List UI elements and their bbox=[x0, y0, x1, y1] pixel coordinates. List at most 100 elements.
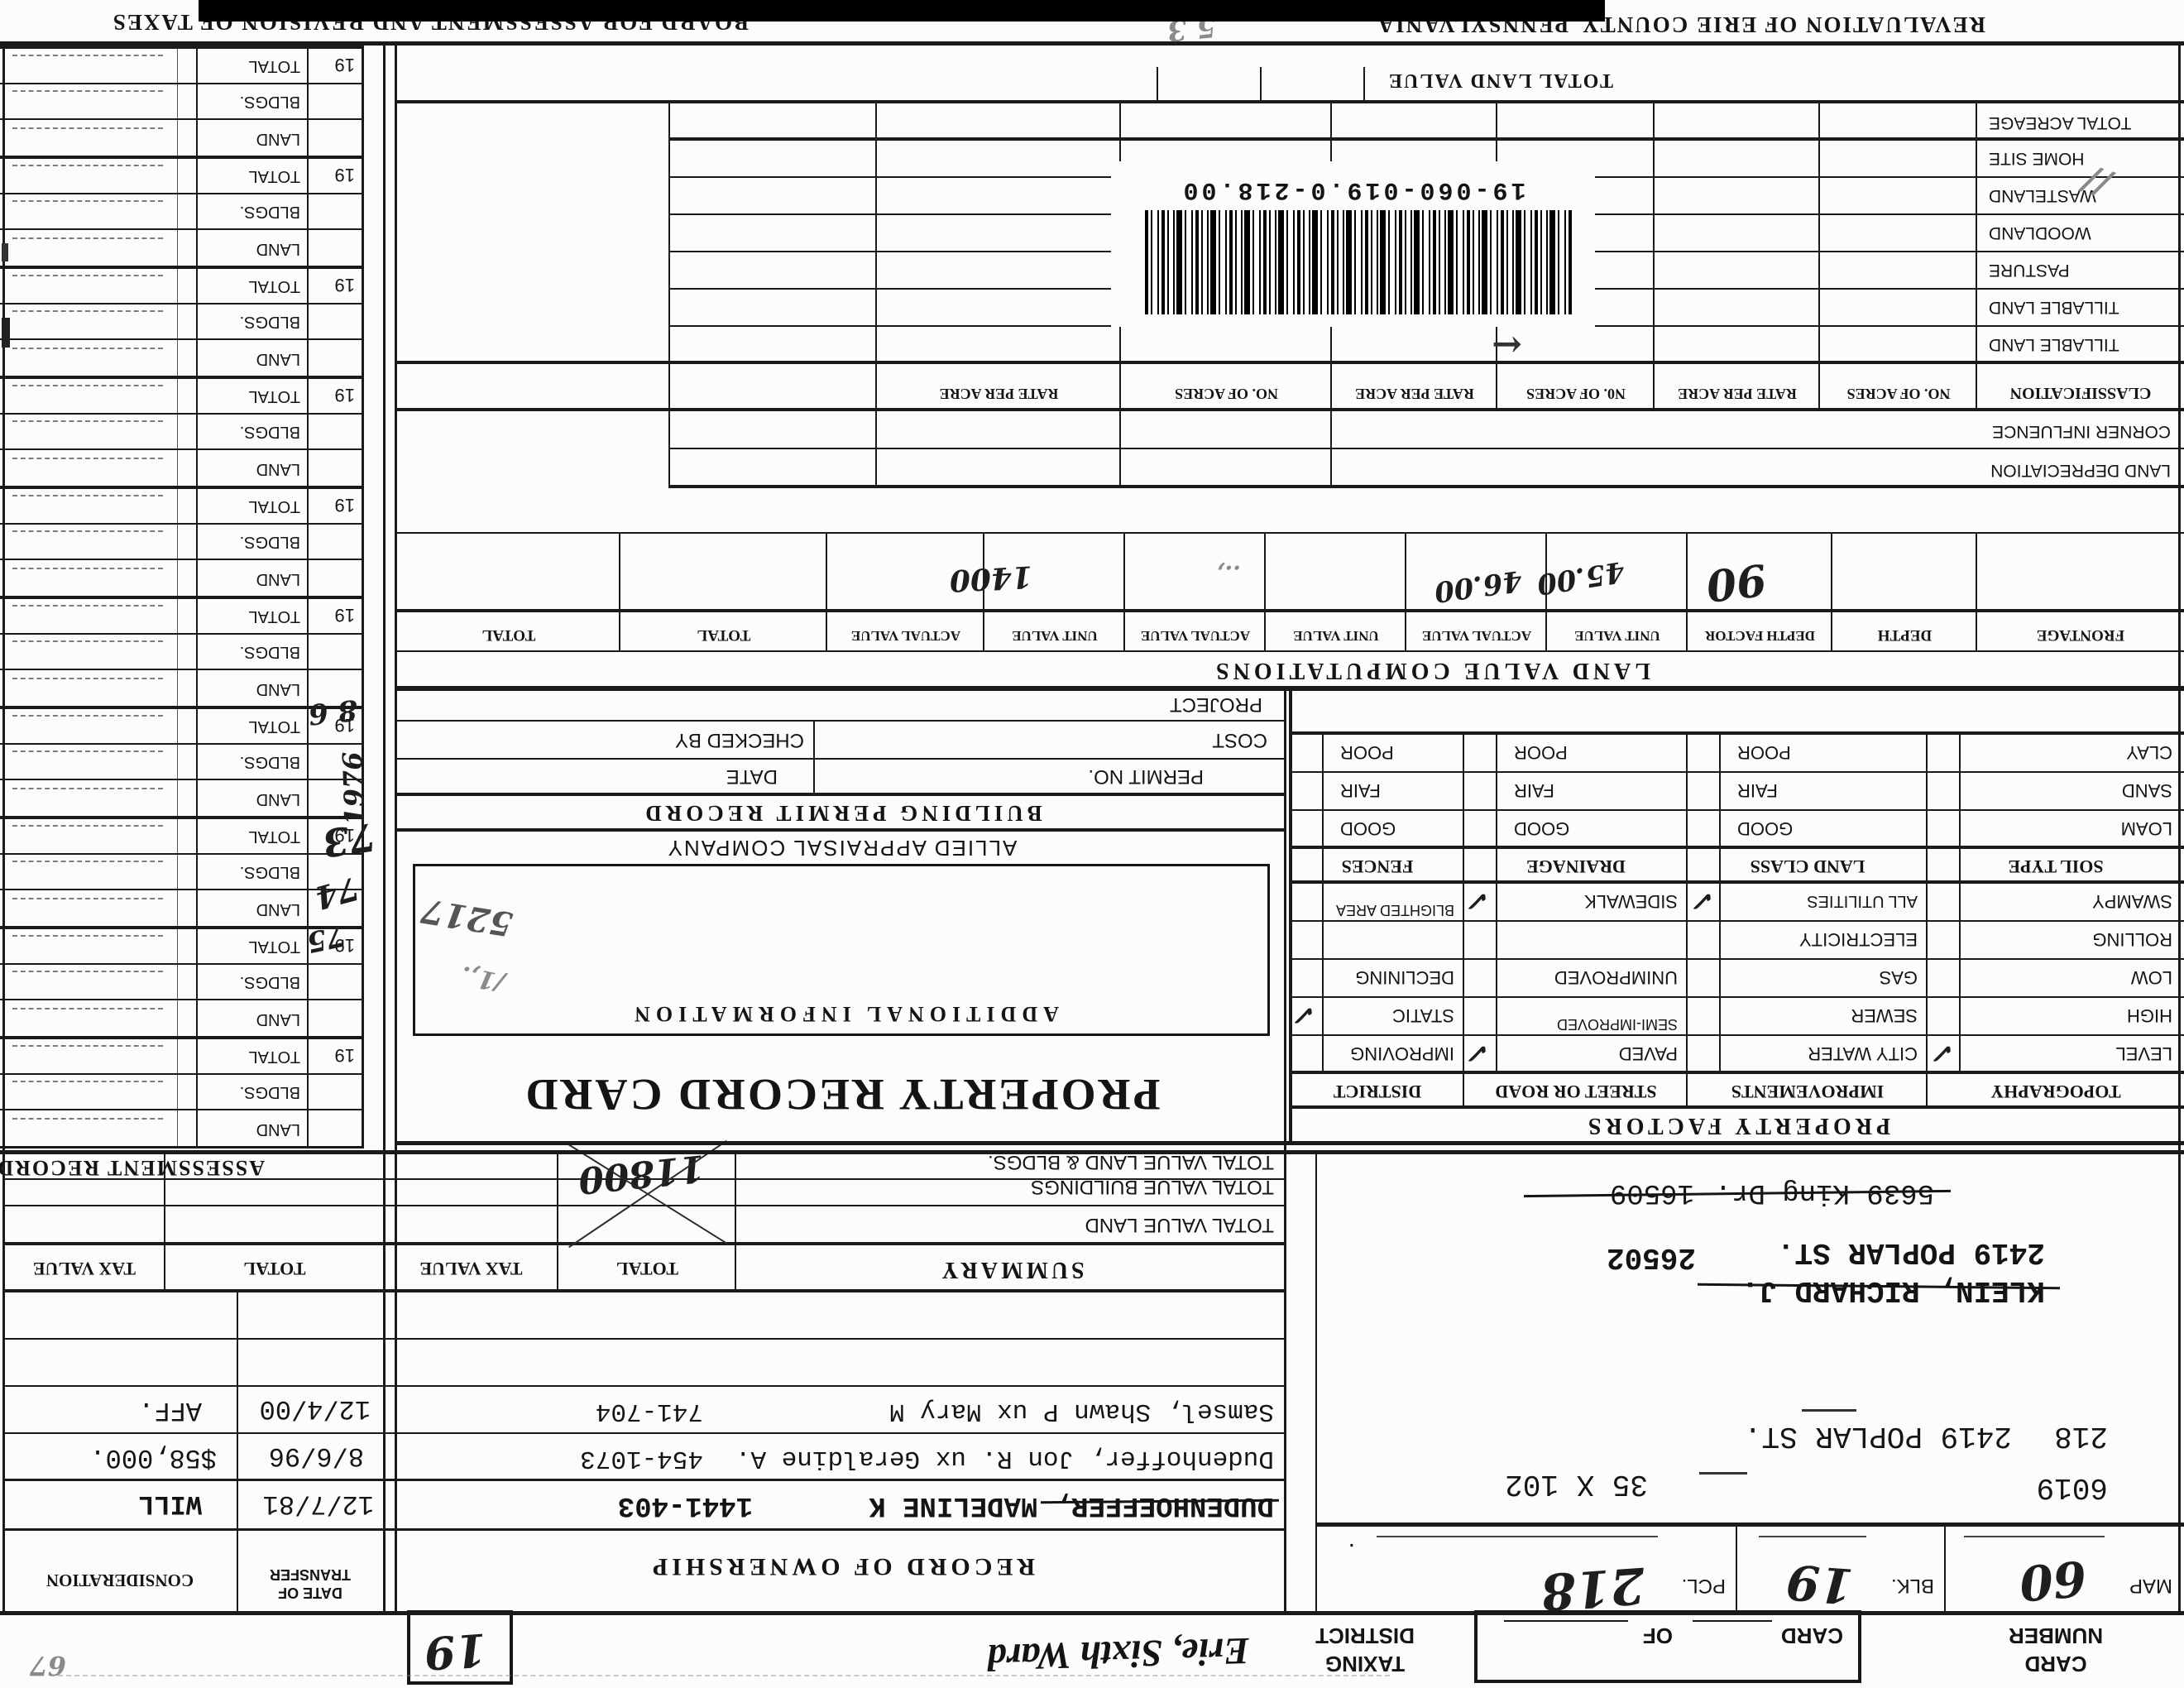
summary-row-land: TOTAL VALUE LAND bbox=[1085, 1214, 1274, 1236]
hand-arrow: ← bbox=[1492, 324, 1522, 366]
assessment-row-total: 19 TOTAL bbox=[0, 487, 362, 525]
class-col-4: RATE PER ACRE bbox=[1355, 386, 1474, 402]
factor-swampy: SWAMPY bbox=[2092, 891, 2172, 912]
rule-soil-r1 bbox=[1291, 809, 2184, 811]
factor-improving: IMPROVING bbox=[1350, 1043, 1454, 1064]
rule-factors-v3 bbox=[1463, 735, 1464, 1109]
assessment-value-dash bbox=[12, 1118, 163, 1120]
assessment-group: LAND BLDGS. 19 TOTAL bbox=[0, 596, 362, 706]
assessment-row-land: LAND bbox=[0, 120, 362, 156]
assessment-total-label: TOTAL bbox=[248, 607, 300, 626]
assessment-land-label: LAND bbox=[256, 240, 300, 258]
assessment-year-prefix: 19 bbox=[334, 165, 355, 185]
rule-top-strip bbox=[0, 1611, 2184, 1615]
assessment-value-dash bbox=[12, 237, 163, 239]
classification-label: CLASSIFICATION bbox=[2009, 384, 2152, 402]
assessment-bldgs-label: BLDGS. bbox=[239, 753, 300, 771]
taxing-district-label: TAXING DISTRICT bbox=[1274, 1622, 1456, 1678]
assessment-bldgs-label: BLDGS. bbox=[239, 93, 300, 111]
assessment-land-label: LAND bbox=[256, 570, 300, 588]
card-of-blank-1 bbox=[1693, 1620, 1772, 1622]
lc-header-unit-1: UNIT VALUE bbox=[1574, 628, 1660, 644]
rule-ci-v2 bbox=[1119, 411, 1121, 488]
assessment-year-prefix: 19 bbox=[334, 385, 355, 405]
date-of-transfer-header: DATE OF TRANSFER bbox=[240, 1566, 381, 1602]
assessment-row-bldgs: BLDGS. bbox=[0, 303, 362, 340]
lc-header-unit-3: UNIT VALUE bbox=[1012, 628, 1098, 644]
assessment-bldgs-label: BLDGS. bbox=[239, 203, 300, 221]
assessment-total-label: TOTAL bbox=[248, 57, 300, 75]
rule-lc-band bbox=[670, 485, 2184, 488]
rule-tlv-tick-3 bbox=[1157, 67, 1158, 100]
hand-actual-value: 46.00 bbox=[1432, 563, 1525, 609]
summary-col3-header: TOTAL bbox=[243, 1259, 306, 1279]
fences-good: GOOD bbox=[1340, 818, 1396, 839]
lc-header-actual-1: ACTUAL VALUE bbox=[1421, 628, 1532, 644]
lc-header-unit-2: UNIT VALUE bbox=[1293, 628, 1379, 644]
assessment-group: LAND BLDGS. 19 TOTAL bbox=[0, 46, 362, 156]
assessment-value-dash bbox=[12, 898, 163, 899]
rule-lc-v6 bbox=[1264, 534, 1266, 652]
rule-double-v2 bbox=[383, 46, 386, 1611]
owner-row-1-struck: DUDENHOEFFER, bbox=[1054, 1489, 1274, 1521]
factor-city-water: CITY WATER bbox=[1808, 1043, 1918, 1064]
class-col-2: RATE PER ACRE bbox=[1678, 386, 1797, 402]
assessment-value-dash bbox=[12, 127, 163, 129]
pcl-dot-mark: . bbox=[1348, 1538, 1355, 1566]
assessment-row-land: LAND bbox=[0, 230, 362, 266]
date-header-line1: DATE OF bbox=[278, 1585, 342, 1601]
blk-label: BLK. bbox=[1890, 1575, 1934, 1597]
assessment-land-label: LAND bbox=[256, 130, 300, 148]
factor-gas: GAS bbox=[1879, 967, 1918, 988]
assessment-row-bldgs: BLDGS. bbox=[0, 743, 362, 780]
rule-lc-v7 bbox=[1123, 534, 1125, 652]
rule-lc-v3 bbox=[1686, 534, 1688, 652]
rule-assessment-top bbox=[0, 1146, 364, 1149]
factors-header-improvements: IMPROVEMENTS bbox=[1731, 1081, 1885, 1102]
lc-header-actual-3: ACTUAL VALUE bbox=[850, 628, 961, 644]
assessment-year-prefix: 19 bbox=[334, 55, 355, 75]
assessment-value-dash bbox=[12, 348, 163, 349]
rule-tlv-tick-2 bbox=[1260, 67, 1262, 100]
assessment-value-dash bbox=[12, 971, 163, 972]
previous-owner-name: KLEIN, RICHARD J. bbox=[1741, 1273, 2045, 1307]
assessment-row-total: 19 TOTAL bbox=[0, 818, 362, 855]
assessment-bldgs-label: BLDGS. bbox=[239, 973, 300, 991]
rule-factors-r3 bbox=[1291, 958, 2184, 960]
assessment-group: LAND BLDGS. 19 TOTAL bbox=[0, 486, 362, 596]
rule-factors-check-v3 bbox=[1496, 735, 1497, 1074]
assessment-land-label: LAND bbox=[256, 1010, 300, 1029]
rule-factors-right bbox=[1289, 691, 1292, 1145]
card-no-handwritten: 19 bbox=[422, 1623, 489, 1681]
rule-ownership-bottom bbox=[2, 1289, 1286, 1292]
owner-row-1-bookpage: 1441-403 bbox=[617, 1489, 753, 1521]
card-number-label-line1: CARD bbox=[2024, 1652, 2087, 1676]
assessment-value-dash bbox=[12, 420, 163, 422]
lc-header-total-2: TOTAL bbox=[481, 626, 536, 644]
blk-value-handwritten: 19 bbox=[1784, 1553, 1856, 1614]
assessment-value-dash bbox=[12, 1045, 163, 1047]
assessment-row-total: 19 TOTAL bbox=[0, 597, 362, 635]
rule-classification-top bbox=[397, 408, 2184, 411]
owner-row-2-bookpage: 454-1073 bbox=[580, 1444, 703, 1473]
rule-class-v1 bbox=[1976, 103, 1977, 411]
factor-level: LEVEL bbox=[2115, 1043, 2173, 1064]
fences-fair: FAIR bbox=[1340, 780, 1381, 801]
rule-class-r6 bbox=[670, 137, 2184, 141]
hand-smudge: .., bbox=[1216, 560, 1241, 587]
rule-soil-r2 bbox=[1291, 771, 2184, 773]
rule-lc-v10 bbox=[619, 534, 620, 652]
assessment-total-label: TOTAL bbox=[248, 1048, 300, 1066]
rule-factors-check-v1 bbox=[1959, 735, 1961, 1074]
rule-factors-check-v2 bbox=[1719, 735, 1721, 1074]
assessment-total-label: TOTAL bbox=[248, 497, 300, 516]
rule-mid-double-1 bbox=[0, 1150, 2184, 1154]
rule-summary-row-1 bbox=[2, 1205, 1286, 1206]
owner-row-3-consideration: AFF. bbox=[138, 1395, 202, 1426]
rule-summary-v1 bbox=[735, 1150, 736, 1292]
soil-sand: SAND bbox=[2121, 780, 2172, 801]
rule-factors-r1 bbox=[1291, 1034, 2184, 1036]
assessment-record-table: LAND BLDGS. 19 TOTAL LAND BLDGS. bbox=[0, 46, 364, 1146]
owner-row-1-consideration: WILL bbox=[138, 1489, 202, 1519]
factors-header-street: STREET OR ROAD bbox=[1495, 1081, 1657, 1102]
